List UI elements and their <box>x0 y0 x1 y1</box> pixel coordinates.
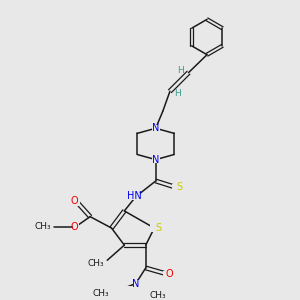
Bar <box>152 125 160 132</box>
Bar <box>133 280 139 287</box>
Text: CH₃: CH₃ <box>149 291 166 300</box>
Bar <box>172 184 179 191</box>
Text: H: H <box>175 89 181 98</box>
Text: CH₃: CH₃ <box>93 289 110 298</box>
Text: CH₃: CH₃ <box>34 222 51 231</box>
Bar <box>73 224 79 230</box>
Text: HN: HN <box>127 191 142 201</box>
Text: H: H <box>177 66 184 75</box>
Text: S: S <box>176 182 182 192</box>
Text: CH₃: CH₃ <box>88 259 104 268</box>
Text: N: N <box>152 154 159 165</box>
Text: S: S <box>155 223 161 233</box>
Text: O: O <box>165 269 173 279</box>
Text: O: O <box>71 222 79 232</box>
Text: N: N <box>152 123 159 133</box>
Bar <box>129 193 140 200</box>
Bar <box>163 271 169 277</box>
Bar <box>150 224 158 232</box>
Text: N: N <box>132 279 140 289</box>
Bar <box>152 156 160 163</box>
Text: O: O <box>70 196 78 206</box>
Bar <box>74 199 80 206</box>
